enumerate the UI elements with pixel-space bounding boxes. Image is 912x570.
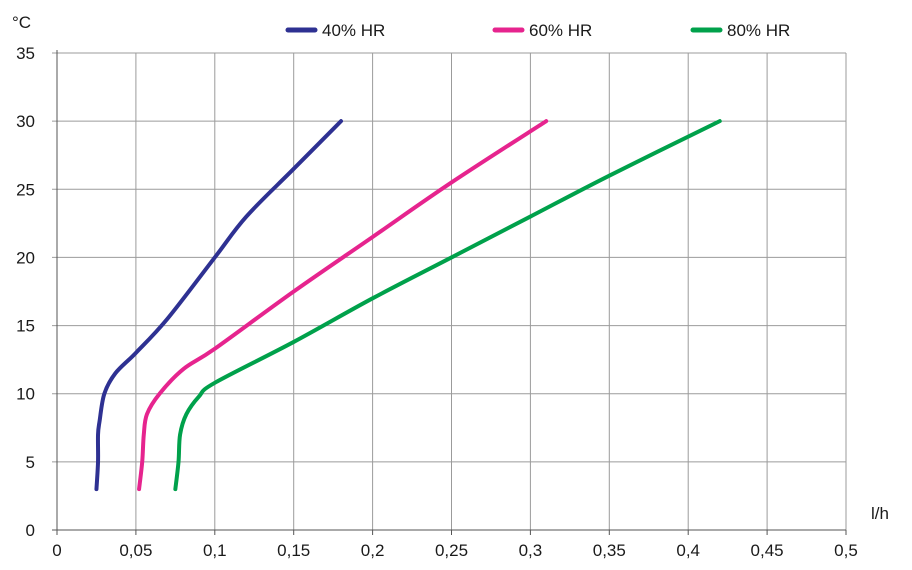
series-line-80-hr [173, 119, 722, 492]
legend-label: 80% HR [727, 21, 790, 40]
y-tick-label: 30 [16, 112, 35, 131]
legend: 40% HR 60% HR 80% HR [285, 21, 790, 40]
y-axis-label: °C [12, 13, 31, 32]
legend-label: 40% HR [322, 21, 385, 40]
y-tick-label: 5 [26, 453, 35, 472]
x-tick-label: 0 [52, 541, 61, 560]
series-line-60-hr [137, 119, 549, 492]
y-tick-label: 15 [16, 317, 35, 336]
axes: 0 0,05 0,1 0,15 0,2 0,25 0,3 0,35 0,4 0,45 0,5 0 5 10… [12, 13, 889, 560]
x-tick-label: 0,25 [435, 541, 468, 560]
y-tick-label: 20 [16, 248, 35, 267]
legend-label: 60% HR [529, 21, 592, 40]
series-lines [94, 119, 722, 492]
y-tick-label: 10 [16, 385, 35, 404]
x-tick-label: 0,3 [519, 541, 543, 560]
x-tick-label: 0,4 [676, 541, 700, 560]
x-tick-label: 0,15 [277, 541, 310, 560]
x-tick-label: 0,2 [361, 541, 385, 560]
y-tick-label: 0 [26, 521, 35, 540]
x-tick-label: 0,35 [593, 541, 626, 560]
x-axis-label: l/h [871, 504, 889, 523]
x-tick-label: 0,05 [119, 541, 152, 560]
x-tick-label: 0,1 [203, 541, 227, 560]
series-line-40-hr [94, 119, 344, 492]
grid [52, 52, 847, 530]
x-tick-label: 0,5 [834, 541, 858, 560]
y-tick-label: 35 [16, 44, 35, 63]
y-tick-label: 25 [16, 180, 35, 199]
x-tick-label: 0,45 [751, 541, 784, 560]
